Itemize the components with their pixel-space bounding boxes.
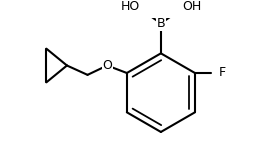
Text: O: O	[102, 59, 112, 72]
Text: HO: HO	[120, 0, 140, 13]
Text: OH: OH	[182, 0, 202, 13]
Text: F: F	[218, 67, 225, 80]
Text: B: B	[157, 17, 165, 30]
